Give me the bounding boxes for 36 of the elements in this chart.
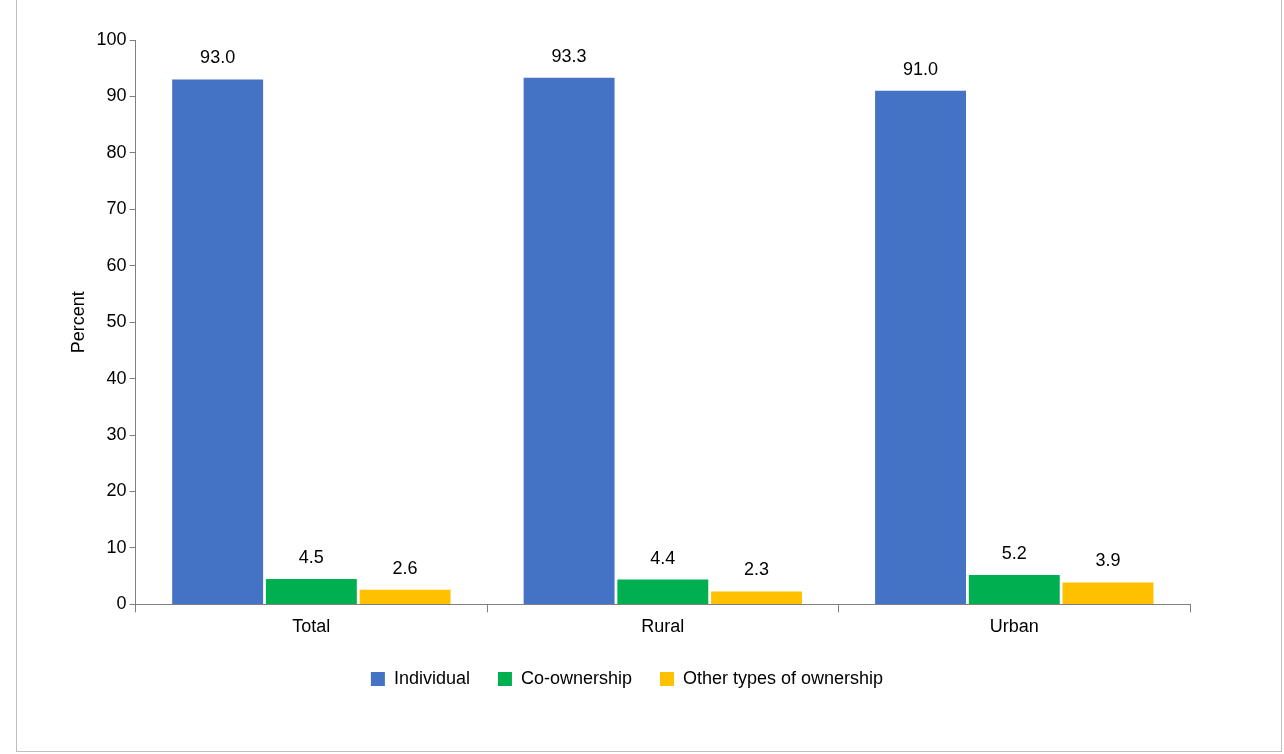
legend-label: Co-ownership bbox=[520, 667, 633, 688]
legend-label: Individual bbox=[393, 667, 470, 688]
data-label: 4.4 bbox=[650, 547, 676, 568]
bar bbox=[617, 579, 709, 604]
y-tick-label: 70 bbox=[106, 198, 127, 219]
data-label: 93.3 bbox=[551, 45, 587, 66]
data-label: 5.2 bbox=[1001, 543, 1027, 564]
bar bbox=[523, 77, 615, 604]
bar bbox=[711, 591, 802, 604]
x-tick-label: Rural bbox=[641, 616, 685, 637]
bar bbox=[968, 575, 1060, 604]
x-tick-label: Urban bbox=[989, 616, 1039, 637]
bar bbox=[875, 90, 967, 604]
data-label: 2.3 bbox=[744, 559, 770, 580]
y-axis-title: Percent bbox=[67, 291, 88, 354]
y-tick-label: 0 bbox=[116, 593, 127, 614]
data-label: 3.9 bbox=[1095, 550, 1121, 571]
y-tick-label: 60 bbox=[106, 254, 127, 275]
x-tick-label: Total bbox=[292, 616, 331, 637]
data-label: 91.0 bbox=[903, 58, 939, 79]
y-tick-label: 90 bbox=[106, 85, 127, 106]
legend-label: Other types of ownership bbox=[683, 667, 884, 688]
y-tick-label: 30 bbox=[106, 424, 127, 445]
y-tick-label: 40 bbox=[106, 367, 127, 388]
y-tick-label: 10 bbox=[106, 536, 127, 557]
bar bbox=[172, 79, 264, 604]
y-tick-label: 80 bbox=[106, 141, 127, 162]
bar bbox=[265, 579, 357, 604]
data-label: 4.5 bbox=[298, 546, 324, 567]
y-tick-label: 20 bbox=[106, 480, 127, 501]
bar bbox=[359, 589, 451, 604]
bar bbox=[1062, 582, 1154, 604]
y-tick-label: 100 bbox=[96, 28, 127, 49]
data-label: 2.6 bbox=[392, 557, 418, 578]
y-tick-label: 50 bbox=[106, 311, 127, 332]
data-label: 93.0 bbox=[200, 47, 236, 68]
